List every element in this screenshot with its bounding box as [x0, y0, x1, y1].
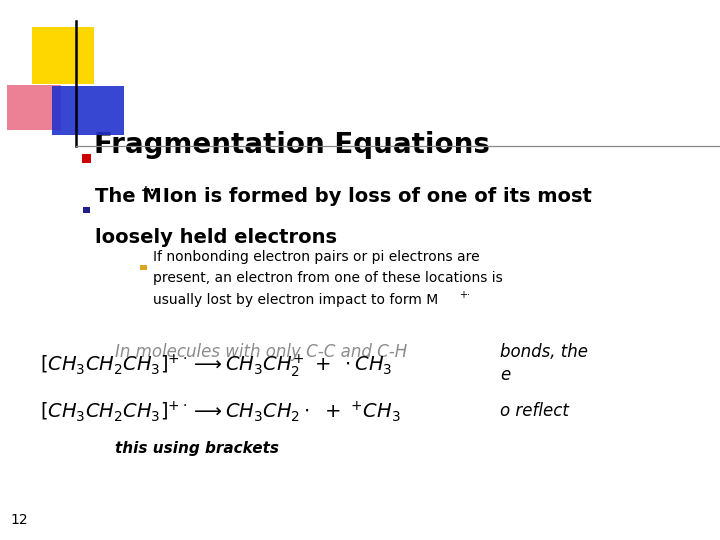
Bar: [82, 154, 91, 163]
Text: Fragmentation Equations: Fragmentation Equations: [94, 131, 490, 159]
Text: Ion is formed by loss of one of its most: Ion is formed by loss of one of its most: [156, 187, 592, 206]
Text: usually lost by electron impact to form M: usually lost by electron impact to form …: [153, 293, 438, 307]
Text: +·: +·: [140, 184, 155, 197]
FancyBboxPatch shape: [32, 27, 94, 84]
Text: loosely held electrons: loosely held electrons: [95, 228, 337, 247]
Text: In molecules with only C-C and C-H: In molecules with only C-C and C-H: [115, 343, 408, 361]
Text: If nonbonding electron pairs or pi electrons are: If nonbonding electron pairs or pi elect…: [153, 249, 480, 264]
Bar: [140, 265, 147, 270]
Text: $[CH_3CH_2CH_3]^{+\cdot}\longrightarrow CH_3CH_2^{+}\ +\ \cdot CH_3$: $[CH_3CH_2CH_3]^{+\cdot}\longrightarrow …: [40, 352, 392, 379]
Text: bonds, the: bonds, the: [500, 343, 588, 361]
Text: this using brackets: this using brackets: [115, 441, 279, 456]
Text: o reflect: o reflect: [500, 402, 570, 420]
FancyBboxPatch shape: [7, 85, 61, 130]
FancyBboxPatch shape: [52, 86, 124, 135]
Bar: [83, 207, 90, 213]
Text: 12: 12: [11, 512, 28, 526]
Text: e: e: [500, 367, 510, 384]
Text: present, an electron from one of these locations is: present, an electron from one of these l…: [153, 271, 503, 285]
Text: The M: The M: [95, 187, 162, 206]
Text: +·: +·: [459, 290, 469, 300]
Text: $[CH_3CH_2CH_3]^{+\cdot}\longrightarrow CH_3CH_2\cdot\ +\ {}^{+}CH_3$: $[CH_3CH_2CH_3]^{+\cdot}\longrightarrow …: [40, 399, 400, 424]
